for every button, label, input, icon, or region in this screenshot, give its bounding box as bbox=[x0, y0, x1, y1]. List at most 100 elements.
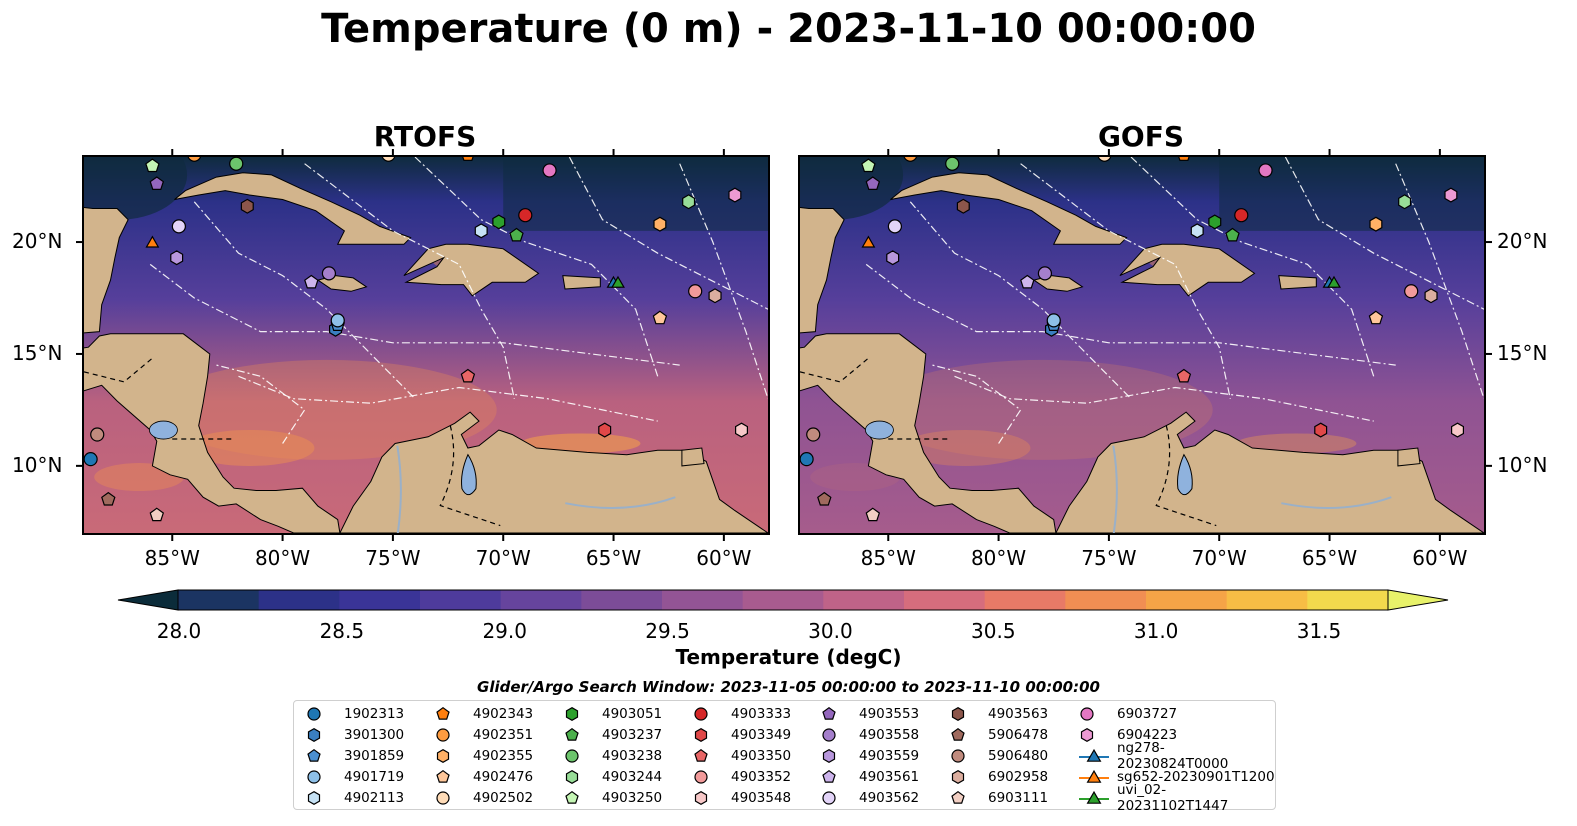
lon-label: 75°W bbox=[1081, 546, 1137, 570]
obs-4901719 bbox=[330, 313, 345, 328]
legend-circle-icon bbox=[436, 728, 450, 742]
obs-4903350 bbox=[460, 368, 476, 383]
eez-boundary bbox=[932, 364, 1022, 444]
map-gofs bbox=[798, 155, 1486, 535]
obs-4901719 bbox=[1046, 313, 1061, 328]
obs-4902502 bbox=[381, 157, 396, 162]
legend-pentagon-icon bbox=[822, 769, 836, 783]
obs-4902113 bbox=[1190, 223, 1204, 239]
obs-4903051 bbox=[1208, 214, 1222, 230]
legend-circle-icon bbox=[694, 707, 708, 721]
legend-label: 4902351 bbox=[473, 727, 534, 743]
obs-4903349 bbox=[598, 422, 612, 438]
legend-label: 4903561 bbox=[859, 769, 920, 785]
country-border bbox=[84, 356, 233, 440]
legend-label: 4903548 bbox=[731, 790, 792, 806]
legend-marker-icon bbox=[436, 769, 450, 783]
lon-label: 65°W bbox=[1301, 546, 1358, 570]
lake-nicaragua bbox=[865, 420, 894, 440]
lon-label: 60°W bbox=[1412, 546, 1468, 570]
obs-4903558 bbox=[321, 266, 337, 281]
legend-hexagon-icon bbox=[694, 791, 708, 805]
legend-label: 4903562 bbox=[859, 790, 920, 806]
gulf-water bbox=[84, 157, 188, 220]
colorbar-tick-label: 28.5 bbox=[319, 619, 365, 643]
obs-4903244 bbox=[1398, 194, 1412, 210]
legend-hexagon-icon bbox=[436, 749, 450, 763]
main-title: Temperature (0 m) - 2023-11-10 00:00:00 bbox=[321, 6, 1256, 52]
legend-label: 4903558 bbox=[859, 727, 920, 743]
legend-circle-icon bbox=[1080, 707, 1094, 721]
land-hispaniola bbox=[403, 243, 540, 297]
lon-label: 85°W bbox=[860, 546, 916, 570]
obs-4903559 bbox=[886, 250, 900, 266]
legend-marker-icon bbox=[307, 707, 321, 721]
lon-label: 65°W bbox=[585, 546, 642, 570]
legend-label: 6903111 bbox=[988, 790, 1049, 806]
obs-4902355 bbox=[1369, 216, 1383, 232]
obs-5906480 bbox=[90, 427, 105, 442]
colorbar-segment bbox=[662, 590, 744, 610]
land-southamerica bbox=[339, 411, 768, 533]
legend-item: 3901859 bbox=[306, 746, 404, 766]
legend-item: 5906480 bbox=[950, 746, 1048, 766]
colorbar-segment bbox=[904, 590, 986, 610]
obs-6903111 bbox=[149, 507, 165, 522]
obs-4903350 bbox=[1176, 368, 1192, 383]
obs-4903237 bbox=[1225, 227, 1240, 242]
colorbar-segment bbox=[742, 590, 824, 610]
lake-maracaibo bbox=[1177, 453, 1193, 496]
legend-label: 4901719 bbox=[344, 769, 405, 785]
legend-label: 1902313 bbox=[344, 706, 405, 722]
obs-5906480 bbox=[806, 427, 821, 442]
eez-boundary bbox=[1020, 163, 1231, 399]
colorbar-segment bbox=[500, 590, 582, 610]
colorbar-label: Temperature (degC) bbox=[675, 645, 902, 669]
land-mainland bbox=[800, 333, 1057, 533]
legend-label: 4902502 bbox=[473, 790, 534, 806]
obs-4903250 bbox=[861, 158, 876, 173]
obs-6902958 bbox=[1424, 288, 1438, 304]
obs-4902351 bbox=[187, 157, 202, 162]
legend-title: Glider/Argo Search Window: 2023-11-05 00… bbox=[477, 678, 1100, 696]
legend-item: sg652-20230901T1200 bbox=[1079, 767, 1275, 787]
obs-4902476 bbox=[652, 310, 668, 325]
legend-item: 4903352 bbox=[693, 767, 791, 787]
legend-label: 4903250 bbox=[602, 790, 663, 806]
legend-marker-icon bbox=[307, 728, 321, 742]
obs-4903352 bbox=[688, 284, 703, 299]
legend-marker-icon bbox=[951, 727, 965, 741]
legend-item: 4903558 bbox=[821, 725, 919, 745]
obs-4903051 bbox=[492, 214, 506, 230]
obs-uvi_02-20231102T1447 bbox=[1327, 275, 1341, 288]
legend-item: 4903562 bbox=[821, 788, 919, 808]
legend-marker-icon bbox=[694, 748, 708, 762]
colorbar-segment bbox=[1065, 590, 1147, 610]
legend-item: 6902958 bbox=[950, 767, 1048, 787]
colorbar-tick-label: 29.0 bbox=[482, 619, 527, 643]
legend-circle-icon bbox=[822, 728, 836, 742]
legend-marker-icon bbox=[307, 770, 321, 784]
legend-hexagon-icon bbox=[565, 770, 579, 784]
legend-marker-icon bbox=[694, 791, 708, 805]
legend-label: 4903244 bbox=[602, 769, 663, 785]
land-puertorico bbox=[562, 275, 601, 290]
legend-item: 4903548 bbox=[693, 788, 791, 808]
colorbar-tick-label: 28.0 bbox=[156, 619, 202, 643]
lon-label: 60°W bbox=[696, 546, 752, 570]
obs-sg652-20230901T1200 bbox=[861, 235, 876, 248]
legend-marker-icon bbox=[822, 728, 836, 742]
legend-label: 4902343 bbox=[473, 706, 534, 722]
country-border bbox=[800, 356, 949, 440]
legend-triangle-icon bbox=[1086, 769, 1102, 783]
river bbox=[1112, 445, 1118, 533]
legend-item: 4903250 bbox=[564, 788, 662, 808]
land-trinidad bbox=[1397, 447, 1421, 467]
legend-circle-icon bbox=[565, 749, 579, 763]
map-rtofs bbox=[82, 155, 770, 535]
colorbar-outline bbox=[177, 589, 1389, 611]
obs-6904223 bbox=[728, 187, 742, 203]
legend-marker-icon bbox=[822, 749, 836, 763]
colorbar-tick-label: 29.5 bbox=[645, 619, 690, 643]
colorbar-segment bbox=[581, 590, 663, 610]
